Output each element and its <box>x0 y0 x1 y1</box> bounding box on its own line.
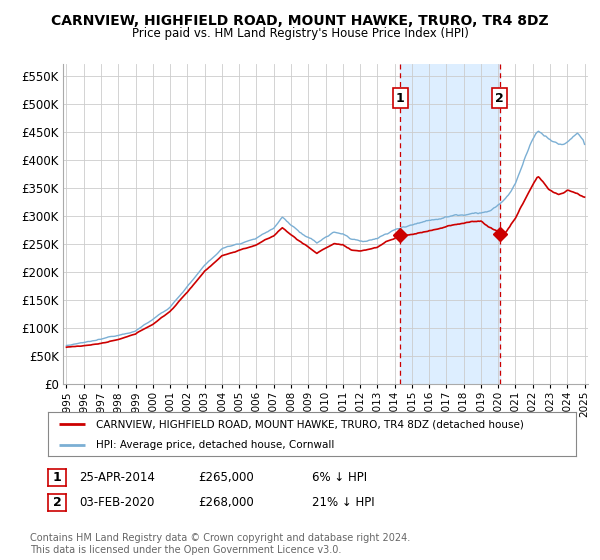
Text: CARNVIEW, HIGHFIELD ROAD, MOUNT HAWKE, TRURO, TR4 8DZ (detached house): CARNVIEW, HIGHFIELD ROAD, MOUNT HAWKE, T… <box>95 419 523 429</box>
Bar <box>400 64 500 384</box>
Text: 1: 1 <box>53 470 61 484</box>
Text: 2: 2 <box>53 496 61 509</box>
Text: £268,000: £268,000 <box>198 496 254 509</box>
Text: HPI: Average price, detached house, Cornwall: HPI: Average price, detached house, Corn… <box>95 440 334 450</box>
Text: 03-FEB-2020: 03-FEB-2020 <box>79 496 155 509</box>
Text: 21% ↓ HPI: 21% ↓ HPI <box>312 496 374 509</box>
Text: Price paid vs. HM Land Registry's House Price Index (HPI): Price paid vs. HM Land Registry's House … <box>131 27 469 40</box>
Text: 6% ↓ HPI: 6% ↓ HPI <box>312 470 367 484</box>
Text: 25-APR-2014: 25-APR-2014 <box>79 470 155 484</box>
Text: CARNVIEW, HIGHFIELD ROAD, MOUNT HAWKE, TRURO, TR4 8DZ: CARNVIEW, HIGHFIELD ROAD, MOUNT HAWKE, T… <box>51 14 549 28</box>
Text: Contains HM Land Registry data © Crown copyright and database right 2024.
This d: Contains HM Land Registry data © Crown c… <box>30 533 410 555</box>
Text: £265,000: £265,000 <box>198 470 254 484</box>
Text: 2: 2 <box>496 91 504 105</box>
Text: 1: 1 <box>396 91 404 105</box>
